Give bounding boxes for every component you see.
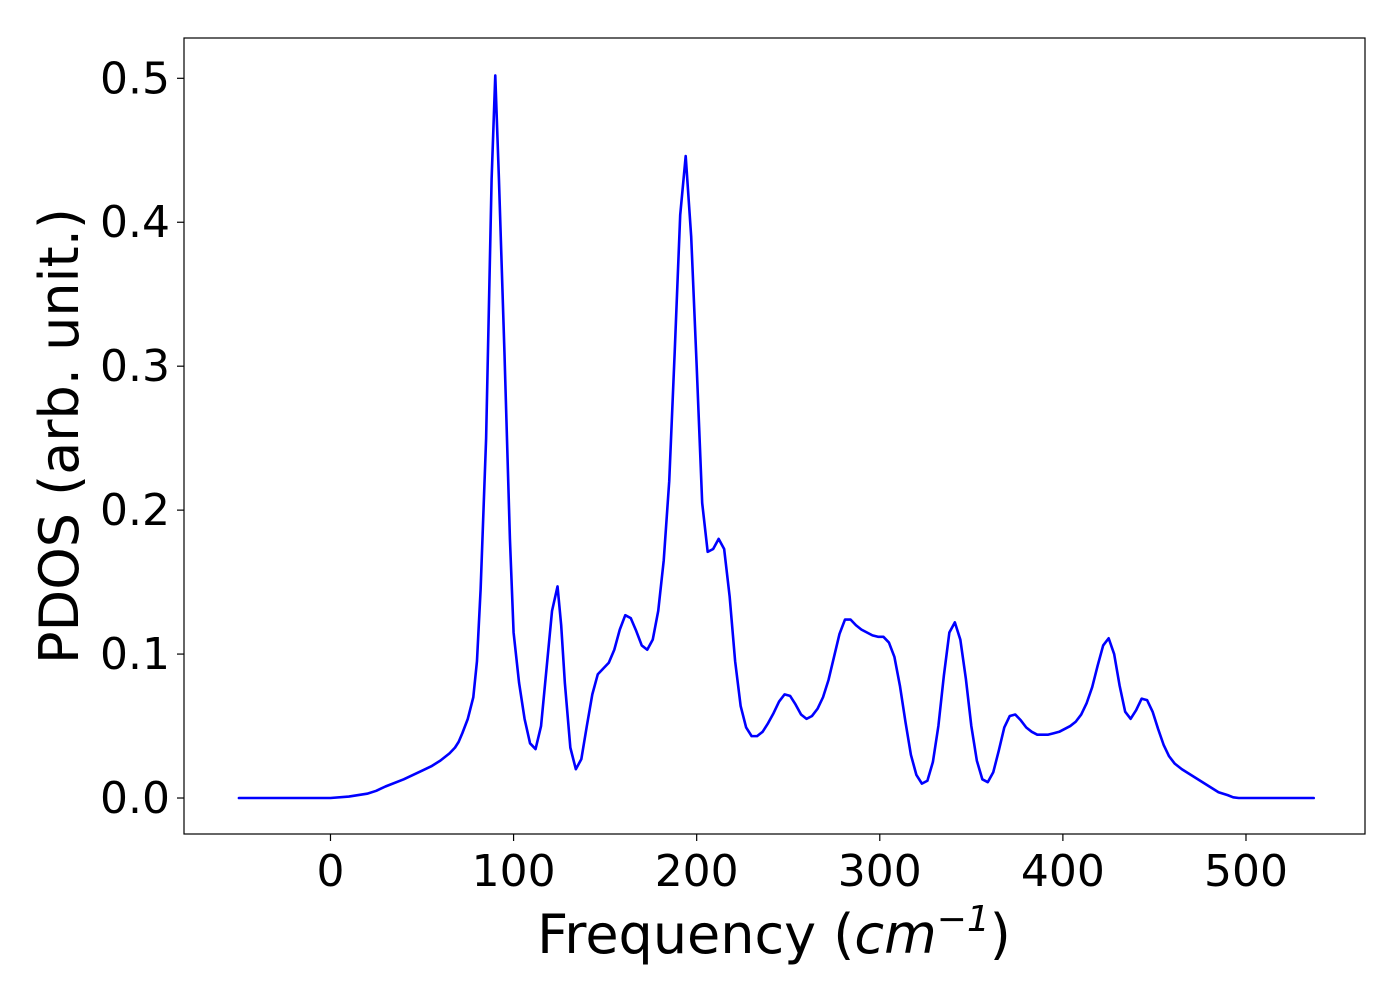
x-tick-label: 300 [838,846,922,897]
y-tick-label: 0.3 [100,341,170,392]
y-tick-label: 0.0 [100,773,170,824]
plot-area [237,74,1316,800]
x-axis-title: Frequency (cm−1) [537,899,1011,966]
x-tick-label: 0 [316,846,344,897]
x-tick-label: 500 [1204,846,1288,897]
y-tick-label: 0.2 [100,485,170,536]
y-tick-label: 0.5 [100,53,170,104]
x-tick-label: 400 [1021,846,1105,897]
x-tick-label: 100 [472,846,556,897]
x-axis-unit: cm [854,903,936,966]
x-axis-unit-exponent: −1 [937,899,990,940]
pdos-series-line [237,74,1316,800]
y-tick-label: 0.1 [100,629,170,680]
plot-frame [183,37,1366,835]
y-axis-title: PDOS (arb. unit.) [28,208,91,664]
y-tick-label: 0.4 [100,197,170,248]
x-tick-label: 200 [655,846,739,897]
axis-ticks: 0 100 200 300 400 500 0.0 0.1 0.2 0.3 0.4 0.5 [100,53,1288,897]
x-axis-title-text: Frequency [537,903,816,966]
